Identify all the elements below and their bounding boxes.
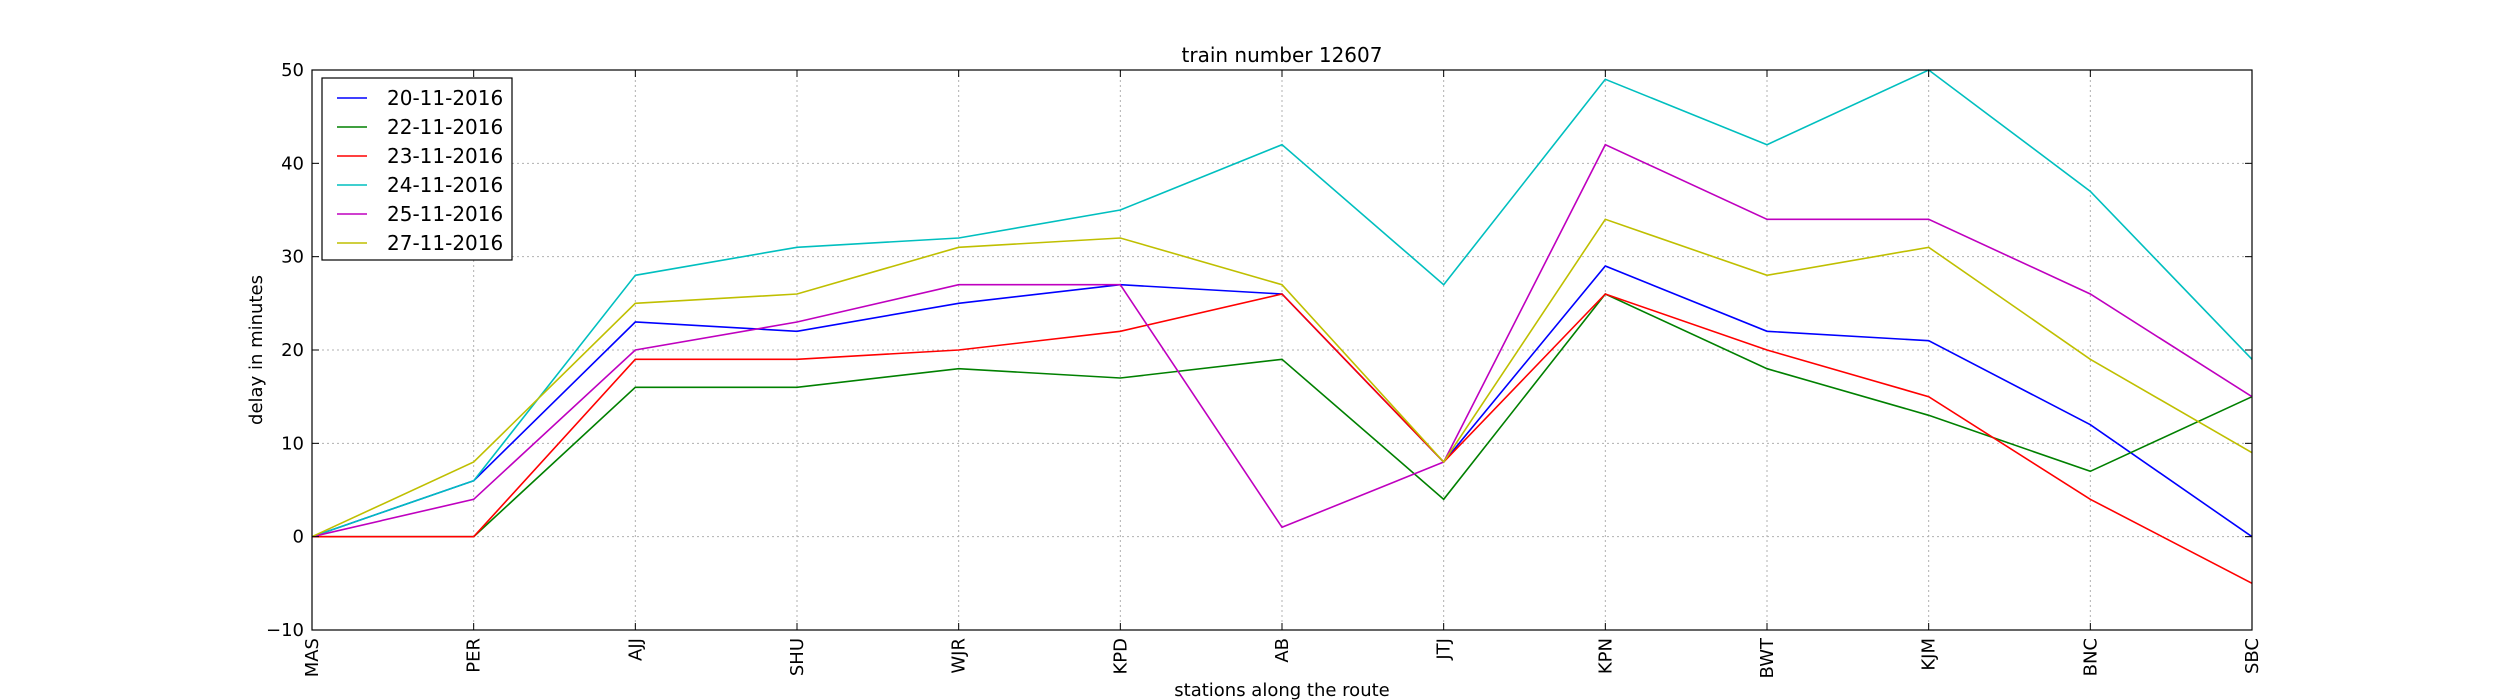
x-tick-label: BNC — [2080, 638, 2101, 676]
legend-label: 22-11-2016 — [387, 115, 503, 139]
y-axis-ticks: −10 0 10 20 30 40 50 — [266, 60, 2252, 641]
x-tick-label: AB — [1272, 638, 1293, 663]
y-tick-label: 20 — [281, 340, 304, 361]
x-tick-label: BWT — [1757, 637, 1778, 679]
x-tick-label: KJM — [1919, 638, 1940, 671]
series-line-25-11-2016 — [311, 143, 2253, 538]
legend-items: 20-11-2016 22-11-2016 23-11-2016 24-11-2016… — [337, 86, 503, 255]
legend-label: 24-11-2016 — [387, 173, 503, 197]
legend-label: 20-11-2016 — [387, 86, 503, 110]
y-tick-label: 50 — [281, 60, 304, 81]
x-tick-label: KPD — [1110, 638, 1131, 675]
x-tick-label: SBC — [2242, 638, 2263, 674]
legend-label: 27-11-2016 — [387, 231, 503, 255]
series-line-27-11-2016 — [311, 218, 2253, 538]
x-axis-ticks: MAS PER AJJ SHU WJR KPD AB JTJ KPN BWT KJM BNC SBC — [302, 70, 2263, 679]
y-axis-label: delay in minutes — [246, 275, 267, 425]
x-tick-label: PER — [464, 638, 485, 673]
y-tick-label: 10 — [281, 433, 304, 454]
x-tick-label: KPN — [1595, 638, 1616, 674]
x-tick-label: JTJ — [1434, 638, 1455, 661]
y-tick-label: −10 — [266, 620, 304, 641]
x-tick-label: WJR — [949, 638, 970, 674]
y-tick-label: 0 — [293, 527, 304, 548]
y-tick-label: 30 — [281, 247, 304, 268]
series-line-22-11-2016 — [312, 293, 2253, 538]
x-tick-label: SHU — [787, 638, 808, 676]
x-tick-label: MAS — [302, 638, 323, 677]
x-axis-label: stations along the route — [1174, 680, 1389, 700]
y-tick-label: 40 — [281, 153, 304, 174]
legend-label: 23-11-2016 — [387, 144, 503, 168]
grid — [312, 70, 2252, 630]
legend: 20-11-2016 22-11-2016 23-11-2016 24-11-2016… — [321, 77, 513, 261]
legend-label: 25-11-2016 — [387, 202, 503, 226]
chart-title: train number 12607 — [1182, 43, 1383, 67]
x-tick-label: AJJ — [625, 638, 646, 661]
legend-box — [321, 77, 513, 261]
series-line-23-11-2016 — [312, 293, 2253, 585]
